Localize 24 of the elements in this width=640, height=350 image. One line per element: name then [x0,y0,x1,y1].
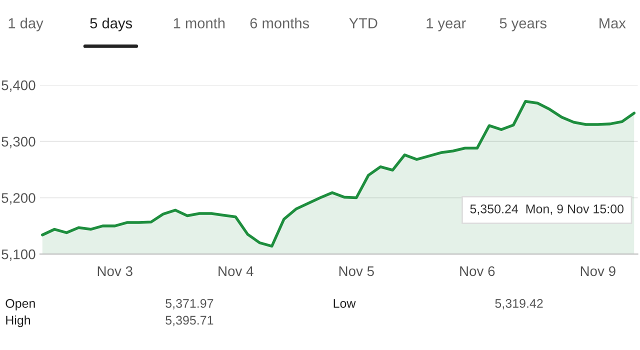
text: High [6,315,30,328]
text: 5,319.42 [495,299,543,310]
y-tick-label: 5,100 [2,249,36,261]
x-tick-label: Nov 5 [339,266,374,276]
text: 5,395.71 [166,316,214,326]
text: 5 days [90,18,132,32]
text: 1 day [8,18,44,32]
text: Open [6,299,35,310]
annotation: 5,350.24 Mon, 9 Nov 15:00 [470,204,624,215]
text: 5 years [500,18,546,32]
text: Low [334,299,356,308]
x-tick-label: Nov 4 [218,266,254,276]
y-tick-label: 5,300 [2,136,36,148]
text: 6 months [250,18,310,28]
text: YTD [349,18,378,28]
y-tick-label: 5,400 [2,80,36,92]
text: Max [600,18,626,28]
x-tick-label: Nov 3 [98,266,132,276]
text: 1 month [174,18,225,28]
x-tick-label: Nov 9 [580,266,616,276]
y-tick-label: 5,200 [2,193,36,205]
text: 5,371.97 [166,299,214,310]
text: 1 year [426,18,466,32]
x-tick-label: Nov 6 [460,266,495,276]
